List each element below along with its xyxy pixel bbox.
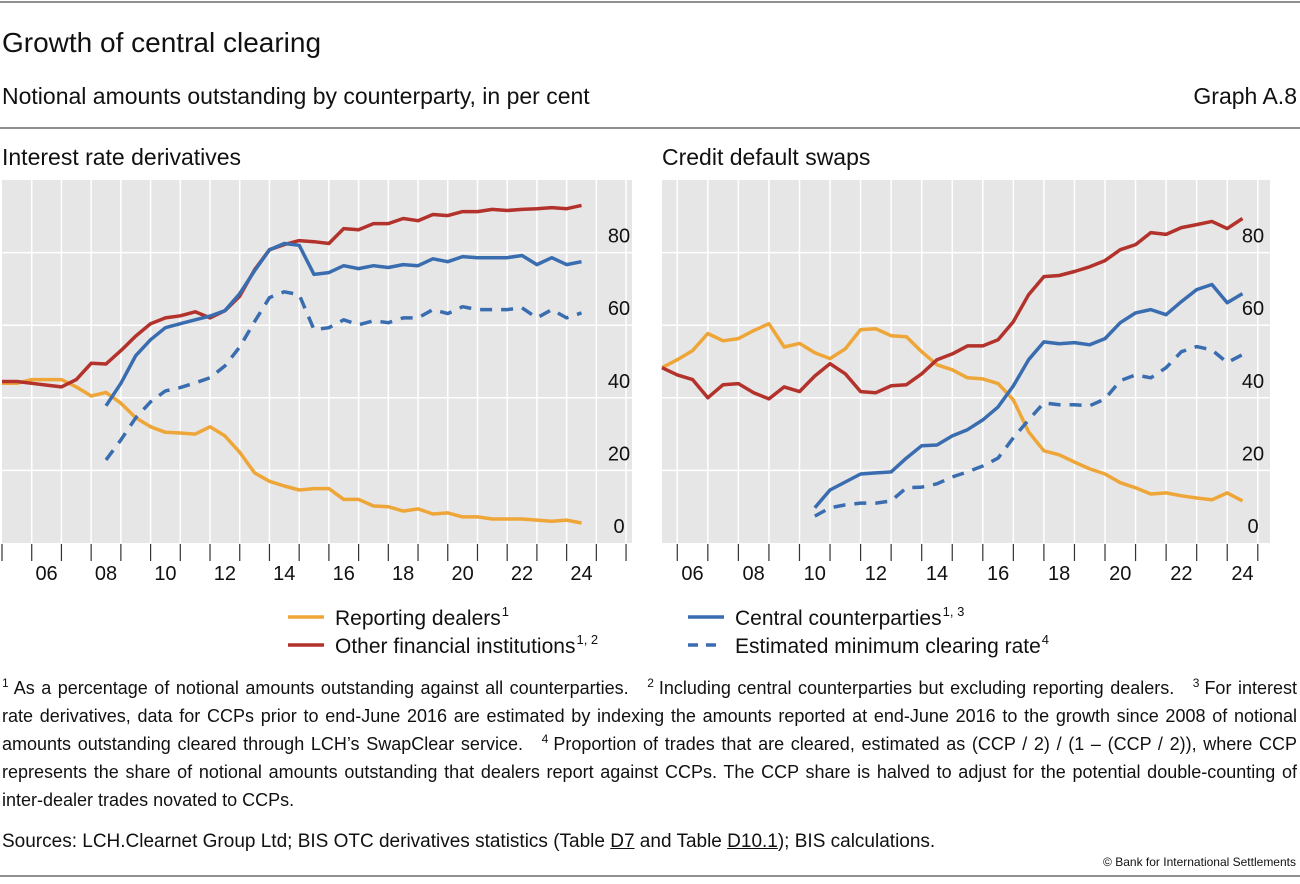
footnote-marker: 1 <box>2 676 9 690</box>
x-tick-label: 08 <box>95 563 117 585</box>
x-tick-label: 08 <box>743 563 765 585</box>
footnote-text: For interest rate derivatives, data for … <box>2 678 1297 754</box>
footnote: 3 For interest rate derivatives, data for… <box>2 676 1297 754</box>
source-text: and Table <box>634 831 728 852</box>
series-line <box>104 241 582 407</box>
footnote-marker: 4 <box>541 732 549 746</box>
x-tick-label: 06 <box>681 563 703 585</box>
x-tick-label: 10 <box>804 563 826 585</box>
series-line <box>813 282 1244 509</box>
source-link[interactable]: D10.1 <box>727 831 778 852</box>
series-line <box>661 217 1244 401</box>
x-tick-label: 12 <box>865 563 887 585</box>
y-tick-label: 60 <box>1242 298 1264 320</box>
x-tick-label: 22 <box>511 563 533 585</box>
footnote-text: Including central counterparties but exc… <box>658 678 1175 698</box>
x-tick-label: 12 <box>214 563 236 585</box>
x-tick-label: 20 <box>451 563 473 585</box>
x-tick-label: 10 <box>154 563 176 585</box>
series-line <box>661 321 1244 503</box>
y-tick-label: 0 <box>613 516 624 538</box>
legend-label: Reporting dealers <box>335 607 501 630</box>
series-line <box>2 377 582 525</box>
legend-label: Other financial institutions <box>335 635 575 658</box>
x-tick-label: 22 <box>1170 563 1192 585</box>
x-tick-label: 14 <box>926 563 948 585</box>
sources: Sources: LCH.Clearnet Group Ltd; BIS OTC… <box>2 831 935 853</box>
legend-note: 1, 3 <box>943 604 965 619</box>
footnote: 1 As a percentage of notional amounts out… <box>2 676 629 698</box>
x-tick-label: 24 <box>570 563 592 585</box>
footnote-marker: 3 <box>1192 676 1200 690</box>
legend-note: 4 <box>1042 632 1049 647</box>
x-tick-label: 18 <box>392 563 414 585</box>
title: Growth of central clearing <box>2 27 321 58</box>
source-link[interactable]: D7 <box>610 831 635 852</box>
x-tick-label: 16 <box>987 563 1009 585</box>
y-tick-label: 60 <box>608 298 630 320</box>
y-tick-label: 20 <box>1242 443 1264 465</box>
legend-label: Estimated minimum clearing rate <box>735 635 1041 658</box>
graph-label: Graph A.8 <box>1193 83 1297 109</box>
footnote-marker: 2 <box>647 676 654 690</box>
footnote-text: Proportion of trades that are cleared, e… <box>2 734 1297 810</box>
legend-note: 1 <box>502 604 509 619</box>
copyright: © Bank for International Settlements <box>1103 855 1296 869</box>
legend-label: Central counterparties <box>735 607 942 630</box>
source-text: Sources: LCH.Clearnet Group Ltd; BIS OTC… <box>2 831 611 852</box>
y-tick-label: 20 <box>608 443 630 465</box>
plot-area <box>662 180 1270 543</box>
footnotes: 1 As a percentage of notional amounts out… <box>2 674 1297 814</box>
panel-title: Interest rate derivatives <box>2 144 241 170</box>
y-tick-label: 40 <box>1242 371 1264 393</box>
x-tick-label: 06 <box>35 563 57 585</box>
y-tick-label: 80 <box>1242 226 1264 248</box>
x-tick-label: 24 <box>1231 563 1253 585</box>
source-text: ); BIS calculations. <box>777 831 936 852</box>
series-line <box>104 290 583 461</box>
y-tick-label: 40 <box>608 371 630 393</box>
footnote: 4 Proportion of trades that are cleared, … <box>2 732 1297 810</box>
x-tick-label: 14 <box>273 563 295 585</box>
y-tick-label: 80 <box>608 226 630 248</box>
series-line <box>813 344 1244 518</box>
y-tick-label: 0 <box>1247 516 1258 538</box>
x-tick-label: 16 <box>333 563 355 585</box>
footnote: 2 Including central counterparties but ex… <box>647 676 1175 698</box>
x-tick-label: 18 <box>1048 563 1070 585</box>
panel-title: Credit default swaps <box>662 144 870 170</box>
subtitle: Notional amounts outstanding by counterp… <box>2 83 590 109</box>
x-tick-label: 20 <box>1109 563 1131 585</box>
footnote-text: As a percentage of notional amounts outs… <box>13 678 629 698</box>
series-line <box>2 203 582 389</box>
legend-note: 1, 2 <box>576 632 598 647</box>
